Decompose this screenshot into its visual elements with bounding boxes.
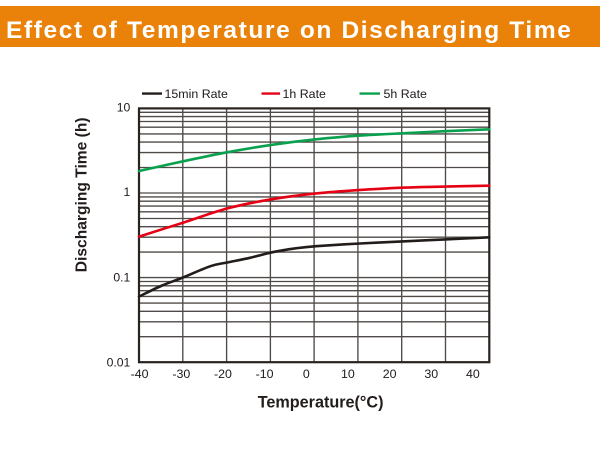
svg-text:20: 20: [383, 367, 397, 381]
svg-text:Discharging Time (h): Discharging Time (h): [73, 117, 90, 272]
svg-text:15min Rate: 15min Rate: [165, 87, 228, 101]
svg-text:-20: -20: [214, 367, 232, 381]
svg-text:40: 40: [466, 367, 480, 381]
svg-text:0.01: 0.01: [107, 355, 131, 369]
svg-text:0: 0: [303, 367, 310, 381]
svg-text:Temperature(°C): Temperature(°C): [258, 394, 384, 412]
svg-text:-10: -10: [256, 367, 274, 381]
svg-text:1h Rate: 1h Rate: [283, 87, 327, 101]
svg-text:10: 10: [117, 100, 131, 114]
svg-text:10: 10: [341, 367, 355, 381]
svg-text:0.1: 0.1: [113, 271, 130, 285]
svg-text:30: 30: [424, 367, 438, 381]
svg-text:1: 1: [124, 185, 131, 199]
svg-text:-30: -30: [172, 367, 190, 381]
svg-text:5h Rate: 5h Rate: [384, 87, 428, 101]
svg-text:-40: -40: [131, 367, 149, 381]
